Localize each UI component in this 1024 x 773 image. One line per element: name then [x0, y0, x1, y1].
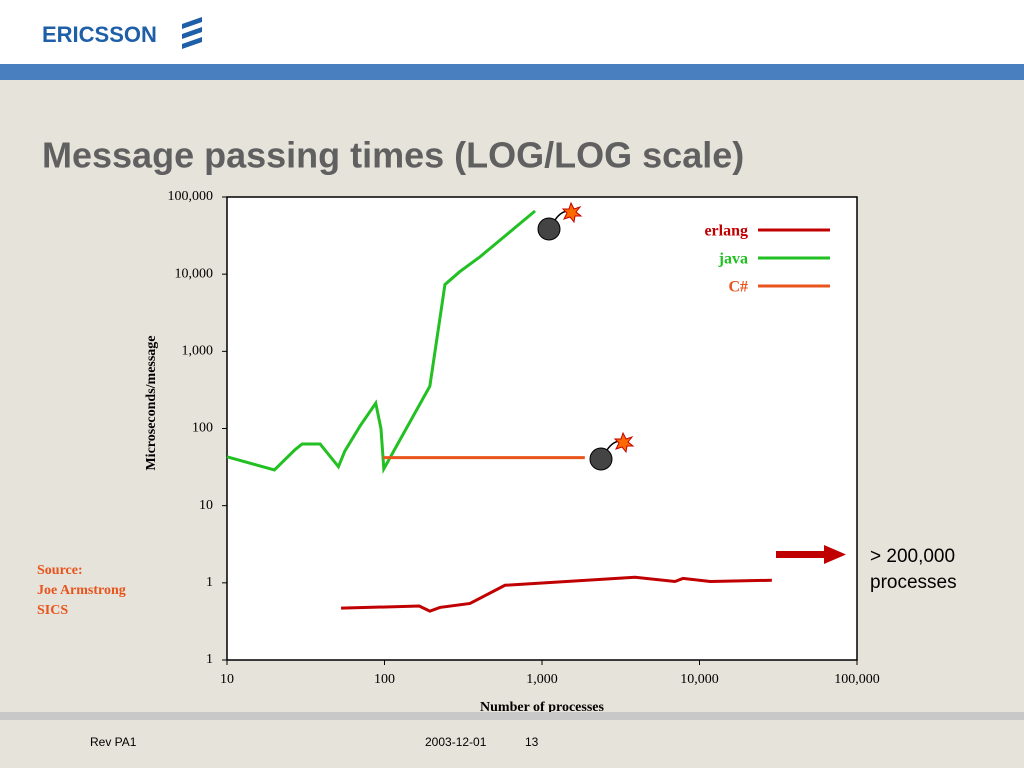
y-tick-label: 1 — [206, 652, 213, 667]
logo-mark — [182, 17, 202, 49]
source: Source: — [37, 563, 83, 578]
y-tick-label: 10,000 — [175, 266, 214, 281]
source: SICS — [37, 603, 68, 618]
source: Joe Armstrong — [37, 583, 126, 598]
bomb-icon — [537, 201, 583, 241]
plot-area — [226, 196, 858, 661]
bomb-icon — [589, 431, 635, 471]
x-tick-label: 10,000 — [680, 672, 719, 687]
y-tick-label: 10 — [199, 498, 213, 513]
footer-date: 2003-12-01 — [425, 735, 487, 749]
y-tick-label: 100 — [192, 421, 213, 436]
annotation: > 200,000 — [870, 546, 955, 567]
arrow — [776, 545, 846, 564]
x-tick-label: 1,000 — [526, 672, 558, 687]
x-tick-label: 100 — [374, 672, 395, 687]
footer-revision: Rev PA1 — [90, 735, 137, 749]
legend-label: erlang — [704, 223, 748, 240]
header-bar — [0, 64, 1024, 80]
y-tick-label: 1 — [206, 575, 213, 590]
footer-page: 13 — [525, 735, 539, 749]
series-line — [226, 209, 536, 474]
x-tick-label: 10 — [220, 672, 234, 687]
y-axis-label: Microseconds/message — [144, 335, 159, 470]
series-line — [341, 575, 772, 613]
legend-label: C# — [728, 279, 748, 296]
logo-text: ERICSSON — [42, 22, 157, 47]
header — [0, 0, 1024, 64]
y-tick-label: 100,000 — [168, 189, 214, 204]
legend-label: java — [718, 251, 748, 268]
footer-bar — [0, 712, 1024, 720]
x-axis-label: Number of processes — [480, 700, 604, 715]
x-tick-label: 100,000 — [834, 672, 880, 687]
y-tick-label: 1,000 — [182, 344, 214, 359]
annotation: processes — [870, 572, 957, 593]
slide-title: Message passing times (LOG/LOG scale) — [42, 135, 744, 176]
